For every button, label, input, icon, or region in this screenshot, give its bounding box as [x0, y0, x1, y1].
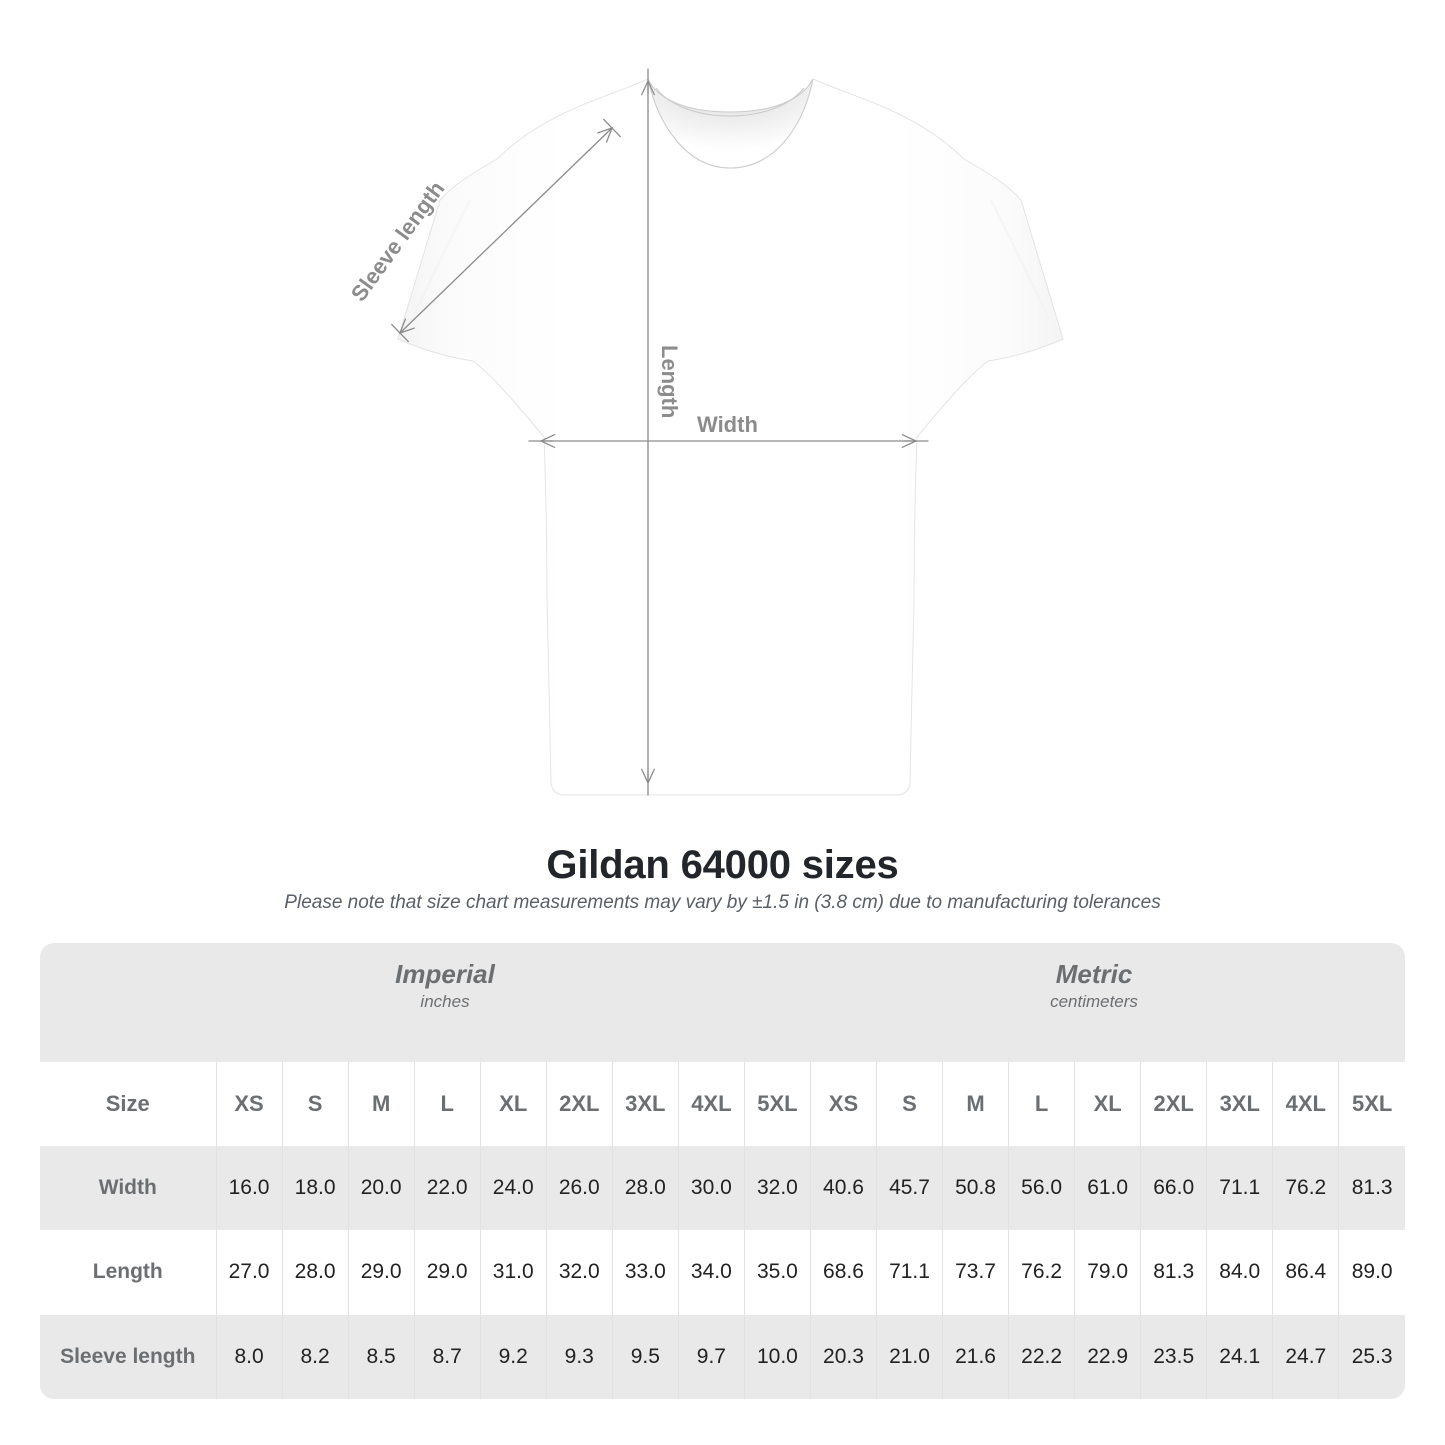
svg-text:Width: Width	[697, 412, 758, 437]
svg-text:Length: Length	[657, 345, 682, 418]
